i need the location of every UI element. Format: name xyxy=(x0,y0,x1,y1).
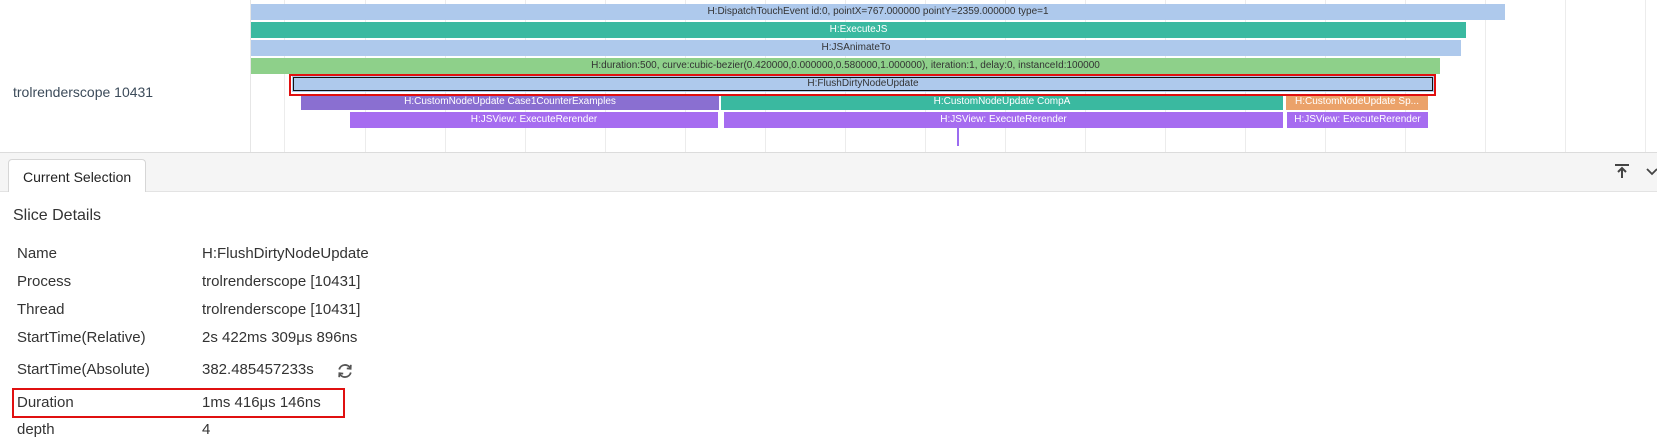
grid-line xyxy=(1645,0,1646,152)
detail-key: depth xyxy=(17,421,55,438)
grid-line xyxy=(1565,0,1566,152)
slice-jsview-execute-rerender[interactable]: H:JSView: ExecuteRerender xyxy=(724,112,1283,128)
detail-key: Process xyxy=(17,273,72,290)
detail-value: 1ms 416μs 146ns xyxy=(202,394,321,411)
slice-flush-dirty-node-update[interactable]: H:FlushDirtyNodeUpdate xyxy=(292,76,1434,92)
slice-dispatch-touch-event[interactable]: H:DispatchTouchEvent id:0, pointX=767.00… xyxy=(251,4,1505,20)
grid-line xyxy=(284,0,285,152)
slice-execute-js[interactable]: H:ExecuteJS xyxy=(251,22,1466,38)
detail-key: StartTime(Absolute) xyxy=(17,361,150,378)
slice-custom-node-update-sp[interactable]: H:CustomNodeUpdate Sp... xyxy=(1286,94,1428,110)
pin-top-icon[interactable] xyxy=(1614,163,1630,179)
tab-current-selection[interactable]: Current Selection xyxy=(8,159,147,192)
detail-value: trolrenderscope [10431] xyxy=(202,301,361,318)
detail-value: 382.485457233s xyxy=(202,361,314,378)
detail-value: H:FlushDirtyNodeUpdate xyxy=(202,245,369,262)
refresh-icon[interactable] xyxy=(336,362,354,380)
detail-key: Name xyxy=(17,245,58,262)
thread-label: trolrenderscope 10431 xyxy=(13,84,154,100)
slice-jsview-execute-rerender[interactable]: H:JSView: ExecuteRerender xyxy=(350,112,718,128)
detail-key: Thread xyxy=(17,301,65,318)
time-cursor xyxy=(957,128,959,146)
slice-custom-node-update-compa[interactable]: H:CustomNodeUpdate CompA xyxy=(721,94,1283,110)
slice-jsview-execute-rerender[interactable]: H:JSView: ExecuteRerender xyxy=(1287,112,1428,128)
chevron-down-icon[interactable] xyxy=(1646,163,1657,179)
section-title: Slice Details xyxy=(13,207,102,224)
detail-value: 2s 422ms 309μs 896ns xyxy=(202,329,358,346)
detail-value: 4 xyxy=(202,421,211,438)
detail-key: StartTime(Relative) xyxy=(17,329,146,346)
detail-value: trolrenderscope [10431] xyxy=(202,273,361,290)
timeline-panel[interactable]: trolrenderscope 10431 H:DispatchTouchEve… xyxy=(0,0,1657,153)
slice-custom-node-update-case1[interactable]: H:CustomNodeUpdate Case1CounterExamples xyxy=(301,94,719,110)
grid-line xyxy=(1485,0,1486,152)
detail-key: Duration xyxy=(17,394,74,411)
slice-js-animate-to[interactable]: H:JSAnimateTo xyxy=(251,40,1461,56)
details-tabbar: Current Selection xyxy=(0,153,1657,192)
slice-animation-duration[interactable]: H:duration:500, curve:cubic-bezier(0.420… xyxy=(251,58,1440,74)
